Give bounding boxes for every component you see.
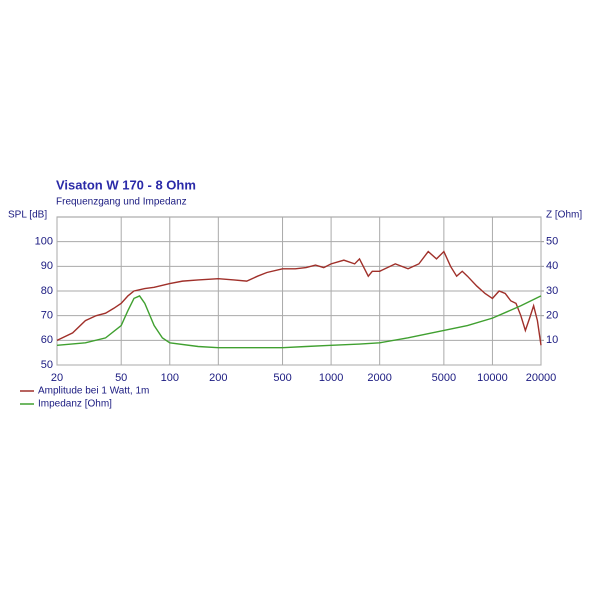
y2-axis-label: Z [Ohm]: [546, 210, 582, 221]
y-tick-label: 70: [41, 310, 53, 322]
y-tick-label: 60: [41, 334, 53, 346]
x-tick-label: 50: [115, 372, 127, 384]
legend-label: Amplitude bei 1 Watt, 1m: [38, 386, 149, 397]
chart-subtitle: Frequenzgang und Impedanz: [56, 197, 187, 208]
y-tick-label: 100: [35, 236, 53, 248]
y2-tick-label: 50: [546, 236, 558, 248]
x-tick-label: 100: [161, 372, 179, 384]
y2-tick-label: 20: [546, 310, 558, 322]
y2-tick-label: 40: [546, 260, 558, 272]
x-tick-label: 5000: [432, 372, 456, 384]
x-tick-label: 1000: [319, 372, 343, 384]
y-axis-label: SPL [dB]: [8, 210, 47, 221]
legend-label: Impedanz [Ohm]: [38, 399, 112, 410]
y2-tick-label: 30: [546, 285, 558, 297]
x-tick-label: 2000: [367, 372, 391, 384]
y-tick-label: 50: [41, 359, 53, 371]
y-tick-label: 90: [41, 260, 53, 272]
y2-tick-label: 10: [546, 334, 558, 346]
series-line: [56, 250, 542, 346]
y-tick-label: 80: [41, 285, 53, 297]
x-tick-label: 200: [209, 372, 227, 384]
x-tick-label: 10000: [477, 372, 508, 384]
x-tick-label: 20: [51, 372, 63, 384]
x-tick-label: 20000: [526, 372, 557, 384]
series-line: [56, 295, 542, 349]
x-tick-label: 500: [273, 372, 291, 384]
chart-title: Visaton W 170 - 8 Ohm: [56, 177, 196, 192]
